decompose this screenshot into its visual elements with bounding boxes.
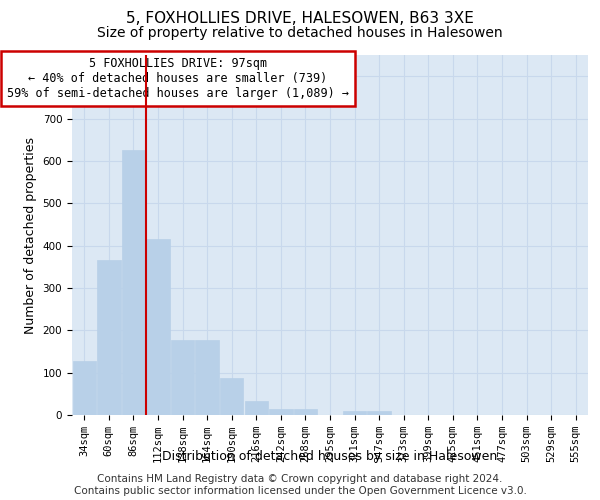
Text: Contains HM Land Registry data © Crown copyright and database right 2024.
Contai: Contains HM Land Registry data © Crown c… xyxy=(74,474,526,496)
Bar xyxy=(294,408,317,415)
Bar xyxy=(196,340,219,415)
Text: 5 FOXHOLLIES DRIVE: 97sqm
← 40% of detached houses are smaller (739)
59% of semi: 5 FOXHOLLIES DRIVE: 97sqm ← 40% of detac… xyxy=(7,57,349,100)
Text: Size of property relative to detached houses in Halesowen: Size of property relative to detached ho… xyxy=(97,26,503,40)
Bar xyxy=(343,411,366,415)
Bar xyxy=(73,361,96,415)
Bar xyxy=(367,411,391,415)
Bar xyxy=(146,239,170,415)
Bar xyxy=(171,340,194,415)
Bar xyxy=(220,378,244,415)
Bar xyxy=(122,150,145,415)
Bar xyxy=(245,401,268,415)
Bar xyxy=(97,260,121,415)
Text: 5, FOXHOLLIES DRIVE, HALESOWEN, B63 3XE: 5, FOXHOLLIES DRIVE, HALESOWEN, B63 3XE xyxy=(126,11,474,26)
Bar xyxy=(269,408,293,415)
Y-axis label: Number of detached properties: Number of detached properties xyxy=(24,136,37,334)
Text: Distribution of detached houses by size in Halesowen: Distribution of detached houses by size … xyxy=(163,450,497,463)
